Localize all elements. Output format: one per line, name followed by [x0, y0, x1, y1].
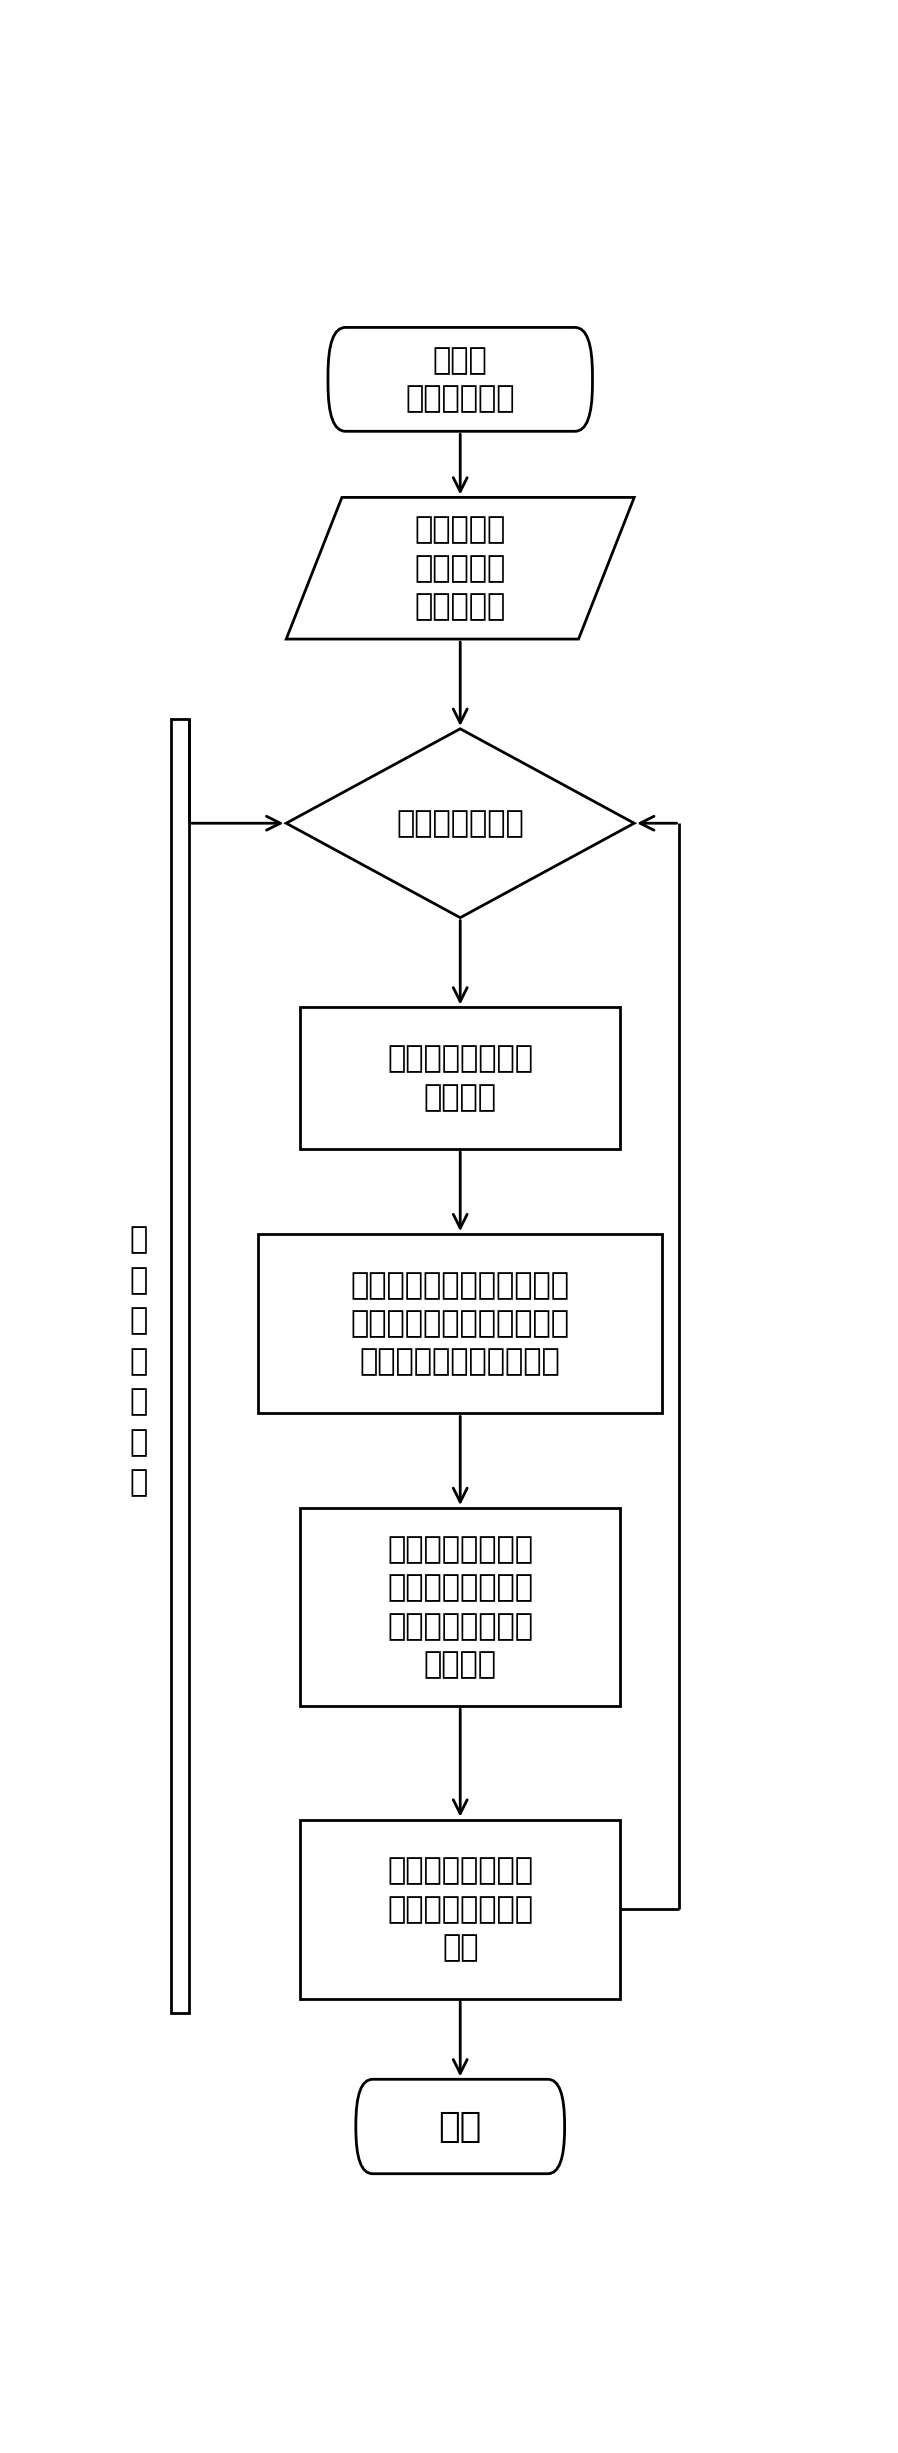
FancyBboxPatch shape: [356, 2080, 565, 2173]
Text: 调整末端姿态，在涂胶末端
不碰触蜂窝内壁的情况下，
末端深入蜂窝孔指定深度: 调整末端姿态，在涂胶末端 不碰触蜂窝内壁的情况下， 末端深入蜂窝孔指定深度: [351, 1271, 569, 1376]
Bar: [300, 1820, 621, 1999]
Text: 运动至待刷胶蜂窝
孔正上方: 运动至待刷胶蜂窝 孔正上方: [387, 1045, 533, 1111]
Text: 控制涂胶末端不接
触蜂窝内壁，抽出
末端: 控制涂胶末端不接 触蜂窝内壁，抽出 末端: [387, 1857, 533, 1962]
Text: 摄
像
头
定
位
信
息: 摄 像 头 定 位 信 息: [129, 1226, 148, 1496]
Text: 初始化
胶罐装好胶液: 初始化 胶罐装好胶液: [406, 346, 515, 412]
Text: 开始新一次刷胶: 开始新一次刷胶: [396, 809, 524, 839]
Bar: [300, 1008, 621, 1148]
Bar: [300, 1509, 621, 1707]
Polygon shape: [286, 729, 634, 917]
Bar: [259, 1234, 662, 1413]
Text: 刷子停止，
控制设备位
于初始姿态: 刷子停止， 控制设备位 于初始姿态: [415, 515, 506, 621]
Polygon shape: [286, 498, 634, 640]
Text: 结束: 结束: [438, 2110, 482, 2144]
FancyBboxPatch shape: [328, 326, 593, 432]
Bar: [172, 719, 189, 2014]
Text: 使涂胶末端碰触内
壁，在电动转台控
制下，正转一圈后
反转一圈: 使涂胶末端碰触内 壁，在电动转台控 制下，正转一圈后 反转一圈: [387, 1536, 533, 1678]
